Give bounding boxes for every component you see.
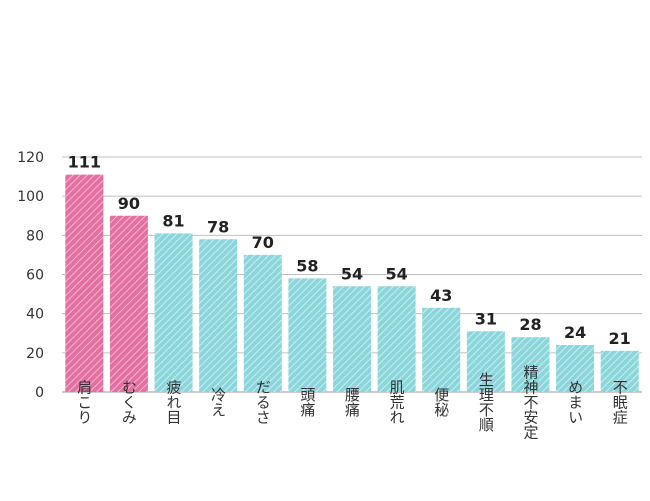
data-label: 31: [475, 309, 497, 328]
bar: [377, 286, 416, 392]
y-tick-label: 40: [26, 307, 44, 323]
y-tick-label: 120: [17, 150, 44, 166]
category-label: 疲れ目: [165, 380, 183, 425]
data-label: 54: [385, 264, 407, 283]
data-label: 21: [609, 329, 631, 348]
bars: [65, 174, 639, 392]
category-label: 不眠症: [611, 380, 629, 425]
data-label: 58: [296, 256, 318, 275]
bar: [600, 350, 639, 392]
bar: [154, 233, 193, 392]
data-label: 24: [564, 323, 586, 342]
bar: [199, 239, 238, 392]
category-labels: 肩こり むくみ 疲れ目 冷え だるさ 頭痛 腰痛 肌荒れ 便秘 生理不順 精神不安定 めまい 不眠症: [75, 365, 628, 441]
bar: [243, 254, 282, 392]
data-label: 78: [207, 217, 229, 236]
bar: [466, 331, 505, 392]
data-label: 70: [252, 233, 274, 252]
category-label: 肩こり: [75, 380, 93, 425]
data-label: 90: [118, 194, 140, 213]
category-label: 生理不順: [477, 372, 495, 432]
data-label: 43: [430, 286, 452, 305]
y-tick-label: 0: [35, 385, 44, 401]
data-label: 54: [341, 264, 363, 283]
y-axis-tick-labels: 0 20 40 60 80 100 120: [17, 150, 44, 401]
category-label: めまい: [566, 380, 584, 425]
category-label: 腰痛: [343, 387, 361, 417]
y-tick-label: 100: [17, 189, 44, 205]
y-tick-label: 80: [26, 228, 44, 244]
data-labels: 111 90 81 78 70 58 54 54 43 31 28 24 21: [68, 153, 631, 348]
bar: [65, 174, 104, 392]
bar: [288, 278, 327, 392]
category-label: 精神不安定: [521, 365, 539, 441]
bar: [556, 345, 595, 392]
category-label: 頭痛: [298, 387, 316, 417]
bar: [109, 215, 148, 392]
category-label: だるさ: [254, 380, 272, 425]
data-label: 28: [519, 315, 541, 334]
category-label: 便秘: [432, 387, 450, 418]
data-label: 81: [162, 211, 184, 230]
bar: [333, 286, 371, 392]
bar: [511, 337, 550, 392]
y-tick-label: 20: [26, 346, 44, 362]
y-tick-label: 60: [26, 268, 44, 284]
category-label: 肌荒れ: [388, 380, 406, 425]
data-label: 111: [68, 153, 101, 172]
category-label: むくみ: [120, 380, 138, 425]
bar: [422, 307, 461, 392]
category-label: 冷え: [209, 387, 227, 417]
